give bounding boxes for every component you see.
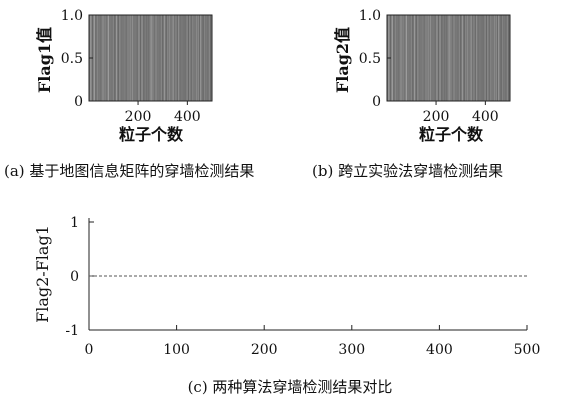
panel-a-ticks: 0 0.5 1.0 200 400 bbox=[61, 8, 201, 125]
panel-b-ylabel: Flag2值 bbox=[333, 27, 352, 93]
panel-a-bars bbox=[89, 15, 213, 101]
panel-c: -1 0 1 0 100 200 300 400 500 Flag2-Flag1 (c) 两种算… bbox=[33, 215, 540, 396]
panel-c-xtick-label: 200 bbox=[251, 342, 278, 358]
panel-b-xtick-label: 200 bbox=[423, 109, 450, 125]
panel-b-ticks: 0 0.5 1.0 200 400 bbox=[359, 8, 499, 125]
panel-a-xtick-label: 400 bbox=[174, 109, 201, 125]
panel-c-xtick-label: 100 bbox=[163, 342, 190, 358]
panel-b-caption: (b) 跨立实验法穿墙检测结果 bbox=[312, 162, 503, 180]
panel-b-xlabel: 粒子个数 bbox=[419, 125, 484, 144]
panel-b-ytick-label: 1.0 bbox=[359, 8, 381, 24]
panel-c-xtick-label: 0 bbox=[85, 342, 94, 358]
panel-b-bars bbox=[387, 15, 511, 101]
panel-a-caption: (a) 基于地图信息矩阵的穿墙检测结果 bbox=[4, 162, 254, 180]
panel-b-xtick-label: 400 bbox=[472, 109, 499, 125]
panel-c-xtick-label: 500 bbox=[514, 342, 541, 358]
panel-c-xtick-label: 400 bbox=[426, 342, 453, 358]
panel-a-xtick-label: 200 bbox=[125, 109, 152, 125]
panel-c-ylabel: Flag2-Flag1 bbox=[33, 225, 52, 323]
panel-a-ylabel: Flag1值 bbox=[35, 27, 54, 93]
panel-a-xlabel: 粒子个数 bbox=[119, 125, 184, 144]
panel-c-ytick-label: 0 bbox=[70, 269, 79, 285]
panel-c-ticks: -1 0 1 0 100 200 300 400 500 bbox=[65, 215, 540, 358]
panel-c-xtick-label: 300 bbox=[338, 342, 365, 358]
panel-c-ytick-label: 1 bbox=[70, 215, 79, 231]
panel-a-ytick-label: 1.0 bbox=[61, 8, 83, 24]
panel-c-ytick-label: -1 bbox=[65, 323, 79, 339]
panel-c-caption: (c) 两种算法穿墙检测结果对比 bbox=[188, 378, 393, 396]
panel-b-ytick-label: 0 bbox=[372, 94, 381, 110]
panel-a: 0 0.5 1.0 200 400 Flag1值 粒子个数 (a) 基于地图信息矩阵的穿… bbox=[4, 8, 254, 180]
panel-b: 0 0.5 1.0 200 400 Flag2值 粒子个数 (b) 跨立实验法穿墙检测结… bbox=[312, 8, 511, 180]
panel-a-ytick-label: 0 bbox=[74, 94, 83, 110]
panel-a-ytick-label: 0.5 bbox=[61, 51, 83, 67]
panel-b-ytick-label: 0.5 bbox=[359, 51, 381, 67]
